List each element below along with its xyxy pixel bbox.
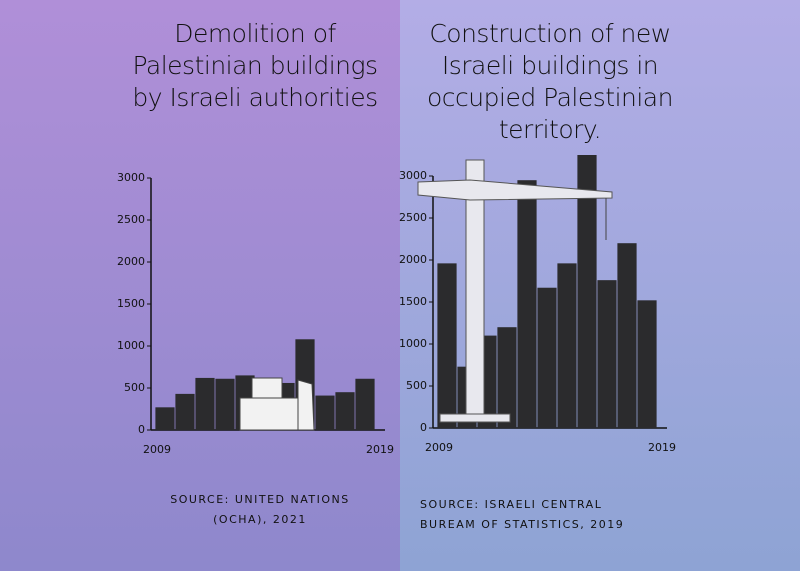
y-tick-label: 500 xyxy=(124,381,145,394)
bar xyxy=(577,155,597,428)
bar xyxy=(315,395,335,430)
left-source: SOURCE: UNITED NATIONS (OCHA), 2021 xyxy=(170,493,350,526)
y-tick-label: 500 xyxy=(406,379,427,392)
left-title: Demolition of Palestinian buildings by I… xyxy=(132,19,378,112)
bar xyxy=(537,287,557,428)
bar xyxy=(215,378,235,430)
y-tick-label: 1000 xyxy=(399,337,427,350)
bar xyxy=(195,377,215,430)
y-tick-label: 2000 xyxy=(117,255,145,268)
y-tick-label: 2000 xyxy=(399,253,427,266)
bar xyxy=(497,327,517,428)
y-tick-label: 3000 xyxy=(399,169,427,182)
bar xyxy=(617,243,637,428)
bar xyxy=(437,263,457,428)
bar xyxy=(335,392,355,430)
bar xyxy=(355,378,375,430)
illustration xyxy=(297,379,315,431)
bar xyxy=(175,393,195,430)
y-tick-label: 1000 xyxy=(117,339,145,352)
y-tick-label: 1500 xyxy=(117,297,145,310)
right-title: Construction of new Israeli buildings in… xyxy=(427,19,673,144)
illustration xyxy=(417,179,613,201)
bar xyxy=(637,300,657,428)
x-tick-label: 2009 xyxy=(425,441,453,454)
y-tick-label: 3000 xyxy=(117,171,145,184)
bar xyxy=(597,280,617,428)
y-tick-label: 1500 xyxy=(399,295,427,308)
y-tick-label: 2500 xyxy=(399,211,427,224)
y-tick-label: 2500 xyxy=(117,213,145,226)
left-panel xyxy=(0,0,400,571)
illustration xyxy=(239,397,299,431)
illustration xyxy=(251,377,283,399)
bar xyxy=(517,180,537,428)
illustration xyxy=(439,413,511,423)
right-source: SOURCE: ISRAELI CENTRAL BUREAM OF STATIS… xyxy=(420,498,625,531)
x-tick-label: 2009 xyxy=(143,443,171,456)
y-tick-label: 0 xyxy=(420,421,427,434)
y-tick-label: 0 xyxy=(138,423,145,436)
bar xyxy=(155,407,175,430)
bar xyxy=(557,263,577,428)
x-tick-label: 2019 xyxy=(648,441,676,454)
x-tick-label: 2019 xyxy=(366,443,394,456)
